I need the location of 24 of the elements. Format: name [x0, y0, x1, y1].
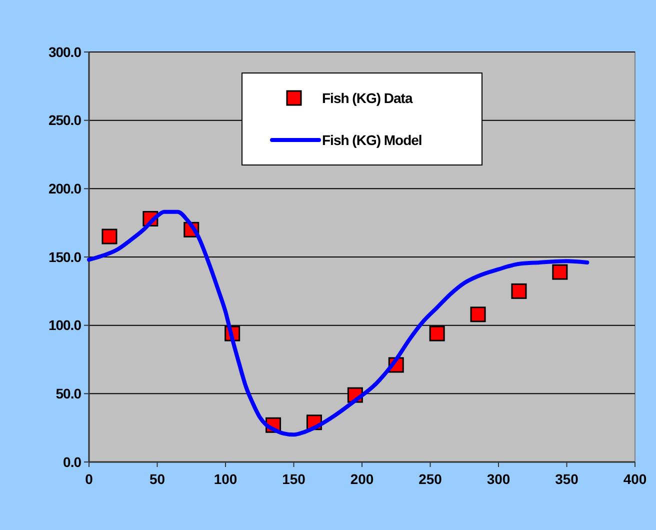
x-tick-label: 250: [418, 471, 442, 487]
y-tick-label: 200.0: [48, 180, 82, 197]
x-tick-label: 50: [149, 471, 166, 487]
legend-label: Fish (KG) Data: [322, 90, 413, 106]
y-tick-label: 100.0: [48, 317, 82, 334]
point: [429, 326, 445, 342]
point: [102, 228, 118, 244]
x-tick-label: 300: [486, 471, 510, 487]
x-tick-label: 400: [623, 471, 647, 487]
y-tick-label: 250.0: [48, 112, 82, 128]
point: [470, 306, 486, 322]
y-tick-label: 150.0: [48, 248, 82, 265]
x-tick-label: 150: [282, 471, 306, 487]
y-tick-label: 50.0: [56, 386, 82, 402]
legend-label: Fish (KG) Model: [322, 132, 422, 148]
y-tick-label: 300.0: [48, 44, 82, 60]
x-tick-label: 350: [555, 471, 579, 487]
point: [552, 264, 568, 280]
point: [511, 283, 527, 299]
y-tick-label: 0.0: [63, 454, 82, 470]
x-tick-label: 0: [85, 471, 94, 487]
x-tick-label: 100: [214, 471, 238, 487]
x-tick-label: 200: [350, 471, 374, 487]
line-series: [87, 210, 590, 437]
